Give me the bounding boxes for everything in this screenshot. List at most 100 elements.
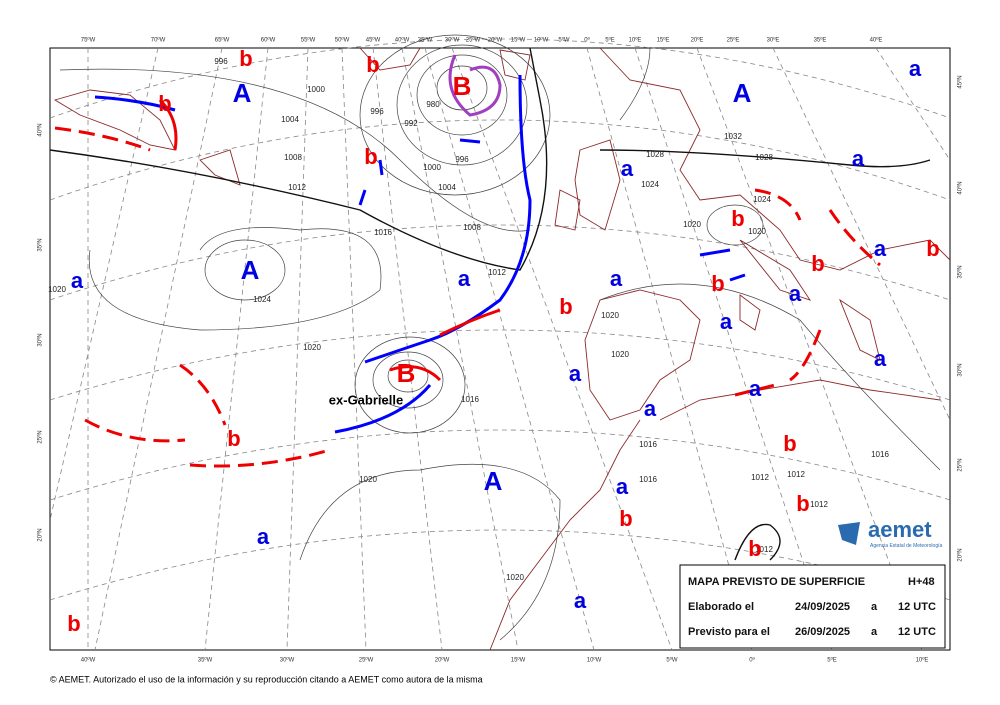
lon-label: 45ºW (366, 37, 381, 44)
lon-label: 50ºW (335, 37, 350, 44)
lat-label: 25ºN (957, 458, 964, 471)
isobar-label: 1028 (646, 150, 664, 159)
isobar-label: 996 (370, 107, 384, 116)
high-pressure-center: A (733, 78, 752, 108)
info-box-frame (679, 564, 946, 649)
minor-high: a (71, 268, 84, 293)
isobar-label: 1020 (611, 350, 629, 359)
lon-label: 40ºW (81, 657, 96, 664)
lon-label: 5ºW (558, 37, 570, 44)
lon-label: 40ºW (395, 37, 410, 44)
logo-name: aemet (868, 517, 932, 542)
isobar-label: 1008 (463, 223, 481, 232)
minor-low: b (811, 251, 824, 276)
isobar-label: 1000 (307, 85, 325, 94)
isobar-label: 1032 (724, 132, 742, 141)
lon-label: 20ºW (488, 37, 503, 44)
lat-label: 45ºN (957, 75, 964, 88)
minor-low: b (239, 46, 252, 71)
lon-label: 75ºW (81, 37, 96, 44)
logo-subtitle: Agencia Estatal de Meteorología (870, 543, 942, 549)
minor-low: b (227, 426, 240, 451)
minor-low: b (783, 431, 796, 456)
minor-high: a (852, 146, 865, 171)
lon-label: 5ºE (605, 37, 615, 44)
isobar-label: 1024 (753, 195, 771, 204)
lon-label: 60ºW (261, 37, 276, 44)
minor-high: a (610, 266, 623, 291)
minor-low: b (366, 52, 379, 77)
isobar-label: 1000 (423, 163, 441, 172)
minor-low: b (619, 506, 632, 531)
lat-label: 30ºN (37, 333, 44, 346)
isobar-label: 1004 (438, 183, 456, 192)
isobar-label: 1012 (751, 473, 769, 482)
lon-label: 25ºW (359, 657, 374, 664)
info-cell: Elaborado el (688, 601, 754, 613)
isobar-label: 1016 (639, 440, 657, 449)
lat-label: 35ºN (957, 265, 964, 278)
high-pressure-center: A (241, 255, 260, 285)
isobar-label: 1012 (787, 470, 805, 479)
isobar-label: 1024 (641, 180, 659, 189)
minor-high: a (789, 281, 802, 306)
isobar-label: 1004 (281, 115, 299, 124)
minor-high: a (569, 361, 582, 386)
fronts (54, 54, 881, 468)
lon-label: 0º (584, 37, 590, 44)
minor-low: b (67, 611, 80, 636)
lon-label: 10ºW (587, 657, 602, 664)
info-cell: Previsto para el (688, 626, 770, 638)
isobar-label: 1008 (284, 153, 302, 162)
logo-icon (838, 522, 860, 545)
info-title: MAPA PREVISTO DE SUPERFICIE (688, 576, 865, 588)
isobar-label: 1016 (374, 228, 392, 237)
lon-label: 10ºE (629, 37, 642, 44)
info-cell: 12 UTC (898, 601, 936, 613)
minor-high: a (749, 376, 762, 401)
minor-high: a (909, 56, 922, 81)
lon-label: 15ºW (511, 657, 526, 664)
info-cell: 12 UTC (898, 626, 936, 638)
isobar-label: 1012 (810, 500, 828, 509)
minor-high: a (874, 346, 887, 371)
isobar-label: 996 (214, 57, 228, 66)
isobar-label: 1020 (748, 227, 766, 236)
isobar-label: 1012 (288, 183, 306, 192)
minor-low: b (748, 536, 761, 561)
isobar-label: 1020 (359, 475, 377, 484)
isobar-label: 1016 (871, 450, 889, 459)
isobar-label: 980 (426, 100, 440, 109)
minor-high: a (616, 474, 629, 499)
isobar-label: 1020 (683, 220, 701, 229)
high-pressure-center: A (484, 466, 503, 496)
lon-label: 5ºW (666, 657, 678, 664)
footer: © AEMET. Autorizado el uso de la informa… (50, 674, 483, 684)
lon-label: 55ºW (301, 37, 316, 44)
isobar-label: 1020 (506, 573, 524, 582)
minor-high: a (621, 156, 634, 181)
isobars (49, 34, 941, 641)
lon-label: 70ºW (151, 37, 166, 44)
isobar-label: 1016 (639, 475, 657, 484)
lon-label: 35ºW (418, 37, 433, 44)
isobar-label: 1016 (461, 395, 479, 404)
low-pressure-center: B (397, 358, 416, 388)
lon-label: 25ºW (466, 37, 481, 44)
low-pressure-center: B (453, 71, 472, 101)
lat-label: 40ºN (37, 123, 44, 136)
isobar-label: 1020 (601, 311, 619, 320)
lon-label: 35ºE (814, 37, 827, 44)
isobar-label: 1024 (253, 295, 271, 304)
minor-low: b (731, 206, 744, 231)
isobar-label: 1028 (755, 153, 773, 162)
isobar-label: 996 (455, 155, 469, 164)
lon-label: 35ºW (198, 657, 213, 664)
lat-label: 20ºN (37, 528, 44, 541)
lon-label: 5ºE (827, 657, 837, 664)
minor-high: a (458, 266, 471, 291)
isobar-label: 1020 (303, 343, 321, 352)
info-cell: 24/09/2025 (795, 601, 850, 613)
info-step: H+48 (908, 576, 935, 588)
lon-label: 20ºE (691, 37, 704, 44)
